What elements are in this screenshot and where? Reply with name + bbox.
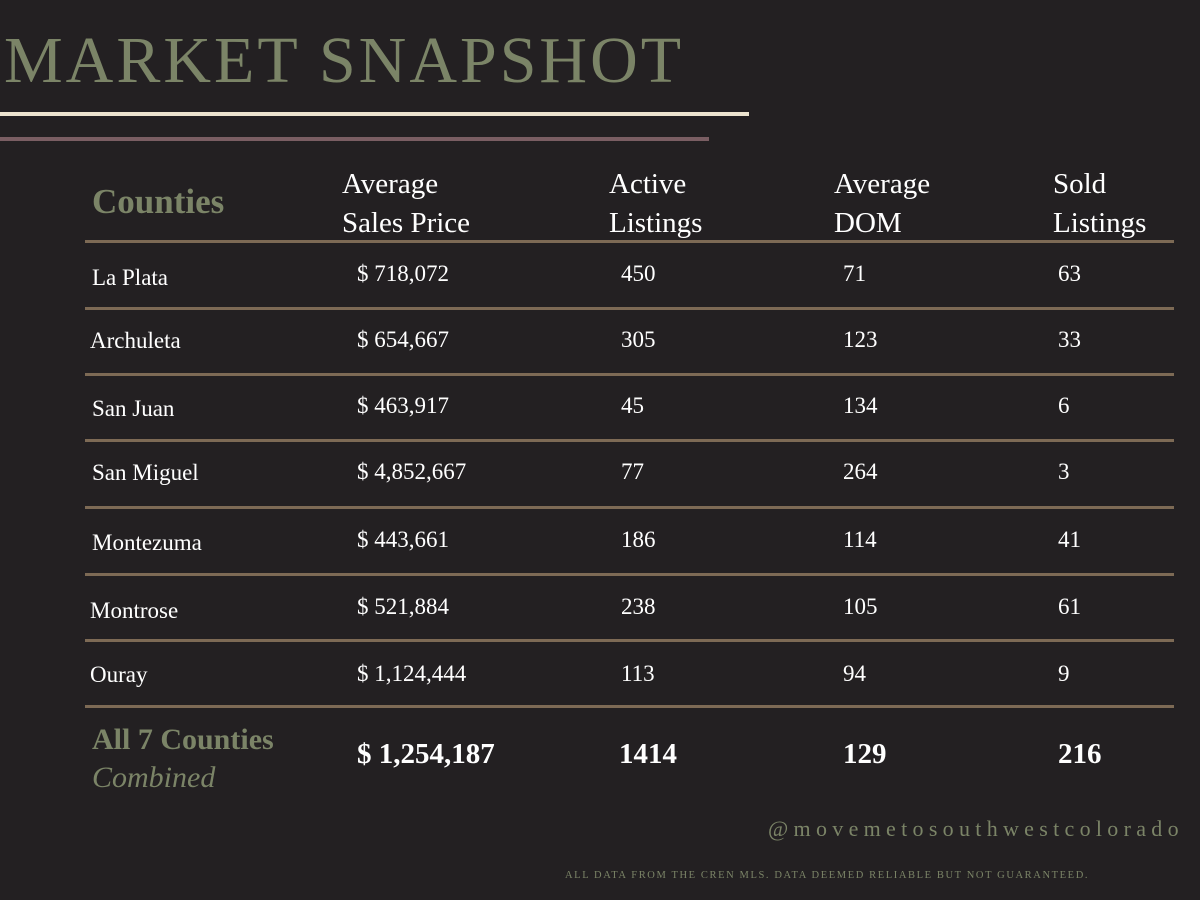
average-sales-price: $ 654,667	[357, 327, 449, 352]
average-sales-price: $ 1,124,444	[357, 661, 467, 686]
active-listings: 186	[621, 527, 656, 552]
active-listings: 450	[621, 261, 656, 286]
county-name: Archuleta	[90, 328, 181, 353]
header-average-sales-price-line1: Average	[342, 168, 439, 200]
header-sold-listings: Sold Listings	[1053, 165, 1146, 243]
row-divider	[85, 573, 1174, 576]
total-active-listings: 1414	[619, 738, 677, 770]
header-average-sales-price: Average Sales Price	[342, 165, 470, 243]
average-sales-price: $ 718,072	[357, 261, 449, 286]
average-dom: 264	[843, 459, 878, 484]
page-title: MARKET SNAPSHOT	[4, 24, 685, 97]
social-handle: @movemetosouthwestcolorado	[768, 816, 1184, 841]
county-name: La Plata	[92, 265, 168, 290]
average-dom: 94	[843, 661, 866, 686]
average-sales-price: $ 463,917	[357, 393, 449, 418]
row-divider	[85, 307, 1174, 310]
totals-label-line2: Combined	[92, 761, 216, 794]
row-divider	[85, 439, 1174, 442]
row-divider	[85, 373, 1174, 376]
row-divider	[85, 705, 1174, 708]
header-counties: Counties	[92, 182, 225, 221]
total-sold-listings: 216	[1058, 738, 1102, 770]
average-sales-price: $ 4,852,667	[357, 459, 467, 484]
average-dom: 71	[843, 261, 866, 286]
county-name: San Miguel	[92, 460, 199, 485]
header-average-dom: Average DOM	[834, 165, 930, 243]
header-sold-listings-line1: Sold	[1053, 168, 1107, 200]
totals-label-line1: All 7 Counties	[92, 723, 274, 756]
active-listings: 45	[621, 393, 644, 418]
average-dom: 123	[843, 327, 878, 352]
total-average-sales-price: $ 1,254,187	[357, 738, 495, 770]
sold-listings: 63	[1058, 261, 1081, 286]
title-underline-mauve	[0, 137, 709, 141]
total-average-dom: 129	[843, 738, 887, 770]
sold-listings: 41	[1058, 527, 1081, 552]
header-active-listings-line1: Active	[609, 168, 687, 200]
county-name: Ouray	[90, 662, 148, 687]
sold-listings: 3	[1058, 459, 1070, 484]
average-dom: 114	[843, 527, 877, 552]
header-average-sales-price-line2: Sales Price	[342, 207, 471, 239]
sold-listings: 61	[1058, 594, 1081, 619]
header-average-dom-line1: Average	[834, 168, 931, 200]
average-sales-price: $ 521,884	[357, 594, 449, 619]
header-active-listings: Active Listings	[609, 165, 702, 243]
sold-listings: 9	[1058, 661, 1070, 686]
active-listings: 305	[621, 327, 656, 352]
row-divider	[85, 506, 1174, 509]
totals-label: All 7 Counties Combined	[92, 721, 274, 797]
active-listings: 238	[621, 594, 656, 619]
header-average-dom-line2: DOM	[834, 207, 902, 239]
county-name: Montezuma	[92, 530, 202, 555]
active-listings: 77	[621, 459, 644, 484]
header-sold-listings-line2: Listings	[1053, 207, 1147, 239]
sold-listings: 6	[1058, 393, 1070, 418]
average-sales-price: $ 443,661	[357, 527, 449, 552]
active-listings: 113	[621, 661, 655, 686]
row-divider	[85, 639, 1174, 642]
average-dom: 134	[843, 393, 878, 418]
data-disclaimer: ALL DATA FROM THE CREN MLS. DATA DEEMED …	[565, 870, 1090, 881]
title-underline-cream	[0, 112, 749, 116]
row-divider	[85, 240, 1174, 243]
sold-listings: 33	[1058, 327, 1081, 352]
average-dom: 105	[843, 594, 878, 619]
county-name: San Juan	[92, 396, 175, 421]
header-active-listings-line2: Listings	[609, 207, 703, 239]
county-name: Montrose	[90, 598, 179, 623]
